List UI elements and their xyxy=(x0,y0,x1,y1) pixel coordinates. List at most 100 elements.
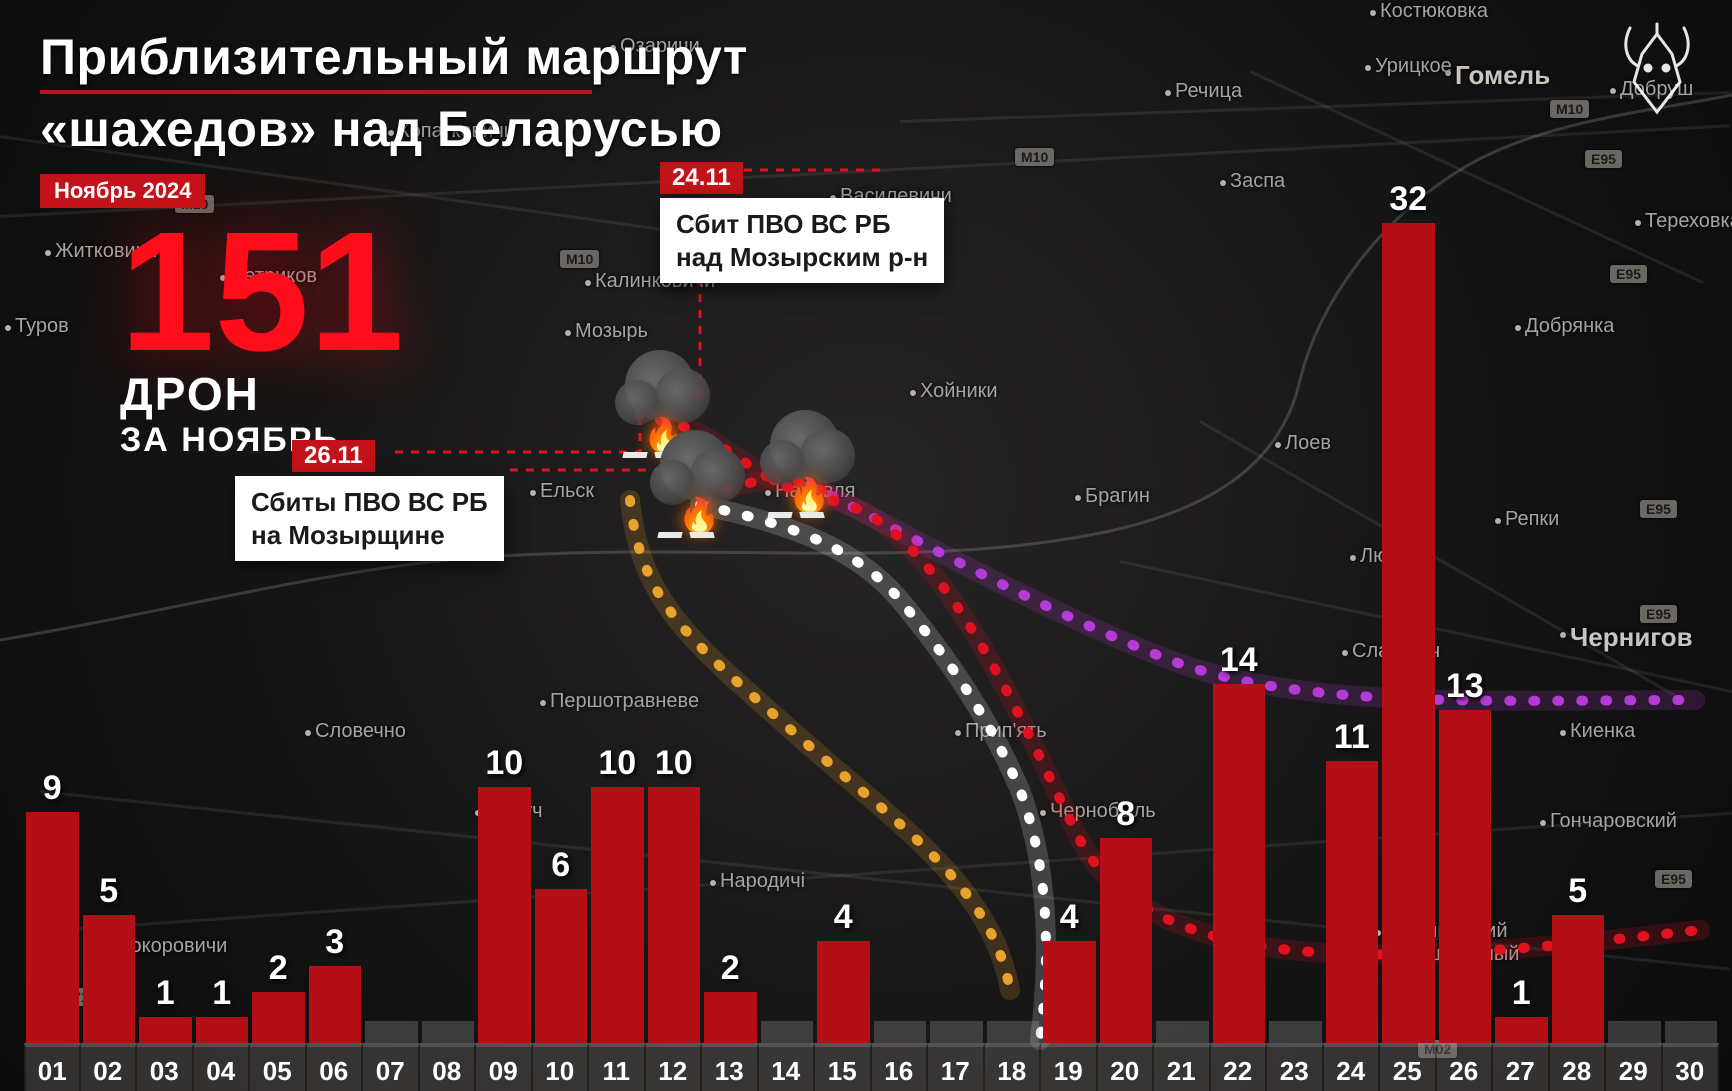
bar xyxy=(1552,915,1605,1043)
bar-value: 2 xyxy=(721,949,740,988)
bar xyxy=(648,787,701,1043)
bar xyxy=(1269,1021,1322,1043)
bar xyxy=(1100,838,1153,1043)
bar-slot: 1 xyxy=(194,203,251,1043)
bar xyxy=(535,889,588,1043)
bar xyxy=(987,1021,1040,1043)
bar-value: 8 xyxy=(1116,795,1135,834)
bar xyxy=(139,1017,192,1043)
axis-tick: 11 xyxy=(589,1043,646,1091)
bar-slot xyxy=(363,203,420,1043)
bar-slot: 4 xyxy=(815,203,872,1043)
title-block: Приблизительный маршрут «шахедов» над Бе… xyxy=(40,28,748,208)
city-label: Речица xyxy=(1175,80,1242,103)
axis-tick: 21 xyxy=(1154,1043,1211,1091)
bar-value: 14 xyxy=(1220,641,1258,680)
bar xyxy=(704,992,757,1043)
bar-value: 2 xyxy=(269,949,288,988)
road-badge: М10 xyxy=(1015,148,1054,166)
bar-value: 5 xyxy=(1568,872,1587,911)
bar-value: 1 xyxy=(212,974,231,1013)
bar-slot xyxy=(985,203,1042,1043)
day-bar-chart: 951123106101024481411321315 010203040506… xyxy=(0,203,1732,1091)
axis-tick: 22 xyxy=(1211,1043,1268,1091)
bar-slot xyxy=(928,203,985,1043)
axis-tick: 13 xyxy=(702,1043,759,1091)
axis-tick: 19 xyxy=(1041,1043,1098,1091)
bar-slot: 2 xyxy=(250,203,307,1043)
bar-value: 3 xyxy=(325,923,344,962)
bar xyxy=(1043,941,1096,1044)
bar-slot xyxy=(1606,203,1663,1043)
bar xyxy=(26,812,79,1043)
city-dot xyxy=(1165,90,1171,96)
bar-slot xyxy=(872,203,929,1043)
bar-value: 10 xyxy=(485,744,523,783)
bar xyxy=(1326,761,1379,1043)
city-label: Урицкое xyxy=(1375,55,1452,78)
bar-value: 10 xyxy=(655,744,693,783)
bar xyxy=(1156,1021,1209,1043)
bar xyxy=(591,787,644,1043)
axis-tick: 09 xyxy=(476,1043,533,1091)
bar xyxy=(1439,710,1492,1043)
bar-slot: 4 xyxy=(1041,203,1098,1043)
axis-tick: 17 xyxy=(928,1043,985,1091)
axis-tick: 24 xyxy=(1324,1043,1381,1091)
bar-slot: 5 xyxy=(1550,203,1607,1043)
bar-slot: 10 xyxy=(476,203,533,1043)
bar-value: 4 xyxy=(1060,898,1079,937)
bar-slot: 32 xyxy=(1380,203,1437,1043)
bar-value: 1 xyxy=(1512,974,1531,1013)
axis-tick: 05 xyxy=(250,1043,307,1091)
bar-slot xyxy=(759,203,816,1043)
bar xyxy=(365,1021,418,1043)
axis-tick: 29 xyxy=(1606,1043,1663,1091)
bar-slot: 3 xyxy=(307,203,364,1043)
axis-tick: 28 xyxy=(1550,1043,1607,1091)
city-dot xyxy=(1370,10,1376,16)
bar xyxy=(478,787,531,1043)
road-badge: Е95 xyxy=(1585,150,1622,168)
axis-tick: 01 xyxy=(24,1043,81,1091)
bar xyxy=(1665,1021,1718,1043)
axis-tick: 16 xyxy=(872,1043,929,1091)
bar xyxy=(196,1017,249,1043)
bar-value: 11 xyxy=(1334,718,1370,757)
axis-tick: 06 xyxy=(307,1043,364,1091)
bar xyxy=(422,1021,475,1043)
bar xyxy=(1382,223,1435,1043)
city-dot xyxy=(1220,180,1226,186)
bar-slot: 1 xyxy=(137,203,194,1043)
axis-tick: 26 xyxy=(1437,1043,1494,1091)
axis-tick: 25 xyxy=(1380,1043,1437,1091)
title-underline xyxy=(40,90,592,94)
bar xyxy=(874,1021,927,1043)
bar-slot xyxy=(420,203,477,1043)
axis-tick: 15 xyxy=(815,1043,872,1091)
axis-tick: 18 xyxy=(985,1043,1042,1091)
bar xyxy=(1495,1017,1548,1043)
bar-slot: 11 xyxy=(1324,203,1381,1043)
axis-tick: 14 xyxy=(759,1043,816,1091)
title-line2: «шахедов» над Беларусью xyxy=(40,100,748,158)
bar-value: 13 xyxy=(1446,667,1484,706)
chart-axis: 0102030405060708091011121314151617181920… xyxy=(0,1043,1732,1091)
city-label: Костюковка xyxy=(1380,0,1488,23)
bar xyxy=(1213,684,1266,1043)
bar xyxy=(1608,1021,1661,1043)
bar xyxy=(309,966,362,1043)
chart-bars: 951123106101024481411321315 xyxy=(0,203,1732,1043)
bar-value: 10 xyxy=(598,744,636,783)
axis-tick: 12 xyxy=(646,1043,703,1091)
bar-slot xyxy=(1267,203,1324,1043)
axis-tick: 10 xyxy=(533,1043,590,1091)
bar xyxy=(930,1021,983,1043)
bar-slot: 9 xyxy=(24,203,81,1043)
bar-slot: 2 xyxy=(702,203,759,1043)
bar-slot: 10 xyxy=(646,203,703,1043)
bar-slot: 13 xyxy=(1437,203,1494,1043)
bar xyxy=(761,1021,814,1043)
callout-date: 24.11 xyxy=(660,162,743,194)
city-label: Заспа xyxy=(1230,170,1285,193)
